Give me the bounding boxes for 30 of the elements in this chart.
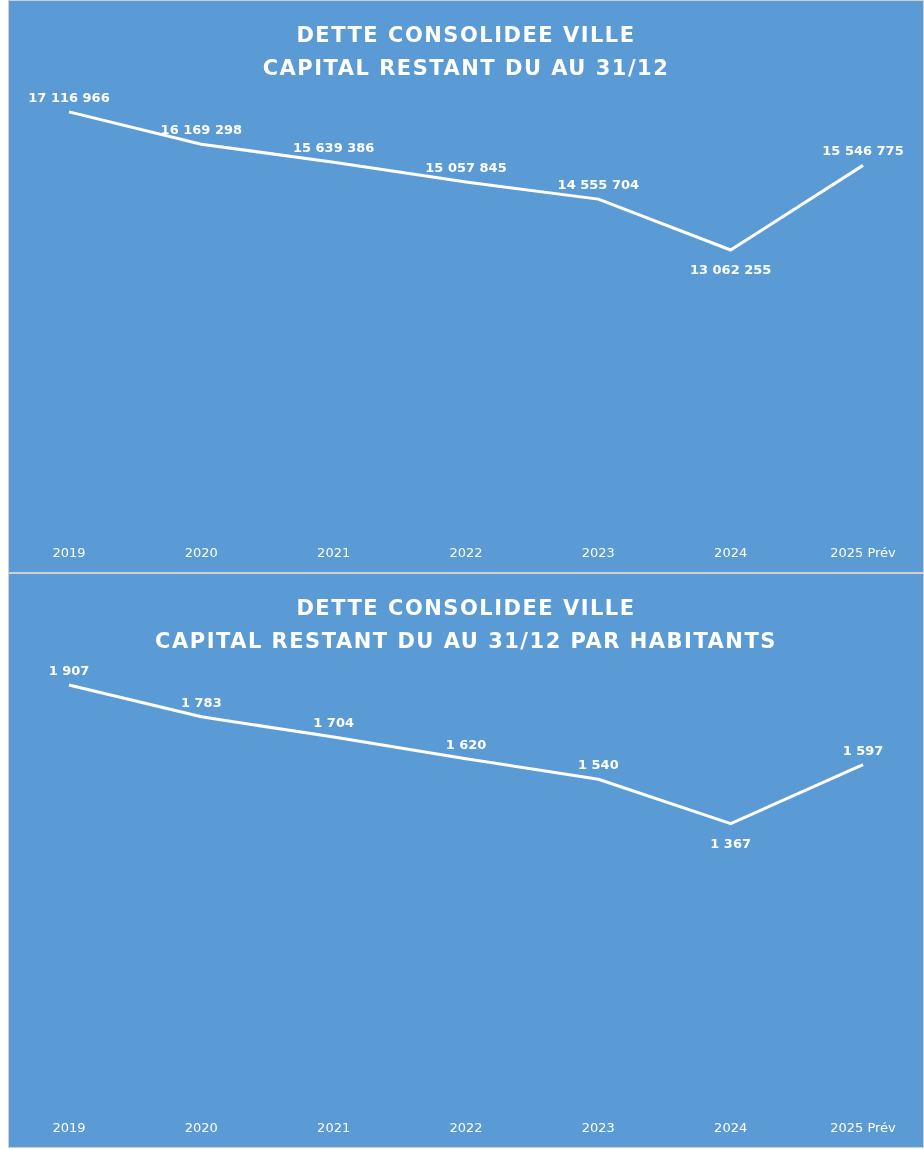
data-label: 1 704: [313, 715, 355, 731]
x-tick-label: 2019: [52, 1120, 86, 1136]
chart-title: DETTE CONSOLIDEE VILLE CAPITAL RESTANT DU AU 31/12 PAR HABITANTS: [154, 595, 778, 655]
x-tick-label: 2024: [714, 545, 748, 561]
x-tick-label: 2022: [449, 545, 483, 561]
data-label: 17 116 966: [28, 89, 110, 105]
x-tick-label: 2020: [184, 545, 218, 561]
x-tick-label: 2023: [581, 545, 615, 561]
x-tick-label: 2022: [449, 1120, 483, 1136]
data-label: 15 546 775: [822, 143, 904, 159]
data-label: 15 639 386: [292, 140, 375, 156]
chart-title: DETTE CONSOLIDEE VILLE CAPITAL RESTANT DU AU 31/12: [261, 22, 671, 82]
data-label: 13 062 255: [689, 262, 772, 277]
data-label: 15 057 845: [425, 160, 507, 176]
data-label: 1 620: [445, 736, 487, 752]
data-label: 14 555 704: [557, 177, 640, 193]
x-tick-label: 2025 Prév: [830, 1120, 897, 1136]
x-tick-label: 2025 Prév: [830, 545, 897, 561]
data-label: 16 169 298: [160, 122, 243, 138]
x-tick-label: 2019: [52, 545, 86, 561]
x-tick-label: 2020: [184, 1120, 218, 1136]
data-label: 1 367: [710, 835, 752, 851]
data-label: 1 540: [577, 757, 619, 773]
x-tick-label: 2021: [317, 1120, 351, 1136]
x-tick-label: 2023: [581, 1120, 615, 1136]
data-label: 1 907: [48, 662, 90, 678]
x-tick-label: 2024: [714, 1120, 748, 1136]
data-label: 1 597: [842, 742, 884, 758]
data-label: 1 783: [180, 694, 222, 710]
x-tick-label: 2021: [317, 545, 351, 561]
